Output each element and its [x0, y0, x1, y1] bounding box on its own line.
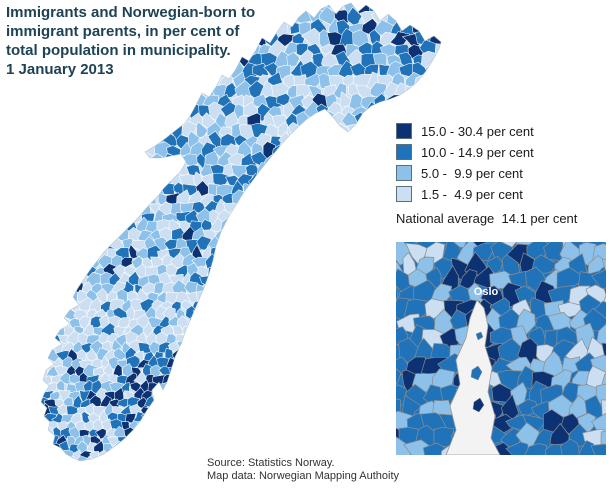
legend-label-10-14: 10.0 - 14.9 per cent — [421, 144, 534, 160]
legend-item-15-30: 15.0 - 30.4 per cent — [396, 123, 577, 139]
legend-label-15-30: 15.0 - 30.4 per cent — [421, 123, 534, 139]
title-line-4: 1 January 2013 — [6, 61, 114, 78]
fjord-island-3 — [475, 331, 484, 341]
legend-label-1-4: 1.5 - 4.9 per cent — [421, 186, 523, 202]
legend-swatch-1-4 — [396, 186, 412, 202]
inset-municipality-cells — [396, 242, 606, 455]
source-line-2: Map data: Norwegian Mapping Authoity — [207, 470, 400, 482]
legend-label-5-9: 5.0 - 9.9 per cent — [421, 165, 523, 181]
source-note: Source: Statistics Norway. Map data: Nor… — [207, 457, 399, 483]
fjord-island-2 — [472, 397, 485, 413]
national-average-note: National average 14.1 per cent — [396, 211, 578, 226]
title-line-1: Immigrants and Norwegian-born to — [6, 4, 256, 21]
legend-swatch-5-9 — [396, 165, 412, 181]
legend-swatch-10-14 — [396, 144, 412, 160]
legend: 15.0 - 30.4 per cent 10.0 - 14.9 per cen… — [396, 123, 577, 226]
legend-item-10-14: 10.0 - 14.9 per cent — [396, 144, 577, 160]
page-title: Immigrants and Norwegian-born to immigra… — [6, 3, 272, 79]
norway-coastline — [40, 2, 442, 462]
legend-swatch-15-30 — [396, 123, 412, 139]
fjord-island-1 — [470, 365, 483, 381]
oslo-region-inset-map: Oslo — [396, 242, 606, 455]
source-line-1: Source: Statistics Norway. — [207, 457, 335, 469]
legend-item-5-9: 5.0 - 9.9 per cent — [396, 165, 577, 181]
title-line-3: total population in municipality. — [6, 42, 231, 59]
oslo-label: Oslo — [474, 286, 499, 298]
legend-item-1-4: 1.5 - 4.9 per cent — [396, 186, 577, 202]
title-line-2: immigrant parents, in per cent of — [6, 23, 240, 40]
